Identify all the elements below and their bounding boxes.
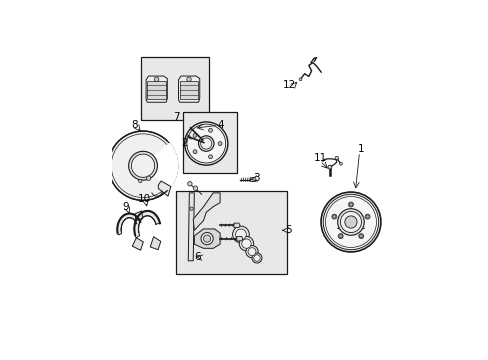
Circle shape: [348, 203, 352, 206]
Circle shape: [332, 215, 335, 218]
Circle shape: [193, 134, 197, 138]
Circle shape: [128, 151, 157, 180]
Circle shape: [186, 124, 225, 163]
Circle shape: [331, 214, 336, 219]
Polygon shape: [193, 193, 220, 230]
Circle shape: [208, 155, 212, 159]
Bar: [141, 57, 208, 120]
Text: 5: 5: [285, 225, 292, 235]
Circle shape: [340, 211, 361, 233]
Circle shape: [239, 237, 253, 251]
Circle shape: [186, 77, 191, 81]
Text: 6: 6: [193, 252, 200, 262]
Circle shape: [299, 78, 301, 81]
Polygon shape: [158, 181, 170, 196]
Text: 8: 8: [131, 120, 138, 130]
Circle shape: [203, 235, 210, 242]
Polygon shape: [194, 229, 220, 248]
Circle shape: [201, 233, 213, 245]
Text: 3: 3: [253, 174, 260, 184]
Circle shape: [146, 176, 150, 180]
Text: 10: 10: [138, 194, 151, 204]
Text: 1: 1: [357, 144, 363, 154]
Circle shape: [200, 138, 211, 149]
Circle shape: [251, 253, 262, 263]
Circle shape: [131, 154, 154, 177]
Circle shape: [198, 136, 214, 151]
Text: 9: 9: [122, 202, 128, 212]
Circle shape: [365, 215, 368, 218]
Circle shape: [358, 234, 363, 239]
Circle shape: [154, 77, 159, 81]
Circle shape: [241, 239, 251, 248]
Circle shape: [232, 226, 249, 243]
Circle shape: [138, 179, 142, 183]
Circle shape: [235, 229, 246, 240]
Circle shape: [189, 207, 193, 210]
Circle shape: [320, 192, 380, 252]
Circle shape: [337, 209, 364, 235]
Circle shape: [247, 248, 255, 256]
Polygon shape: [180, 81, 198, 99]
Polygon shape: [250, 177, 256, 181]
Text: 4: 4: [217, 120, 224, 130]
Polygon shape: [117, 213, 140, 235]
Circle shape: [344, 216, 356, 228]
Polygon shape: [147, 81, 166, 99]
Circle shape: [327, 165, 331, 169]
Polygon shape: [178, 76, 199, 102]
Circle shape: [108, 131, 177, 201]
Bar: [183, 112, 236, 173]
Circle shape: [245, 246, 258, 258]
Circle shape: [218, 141, 222, 145]
Polygon shape: [236, 237, 243, 241]
Text: 12: 12: [283, 80, 296, 90]
Circle shape: [365, 214, 369, 219]
Polygon shape: [233, 223, 240, 228]
Text: 2: 2: [181, 138, 188, 148]
Polygon shape: [188, 193, 194, 261]
Text: 11: 11: [313, 153, 326, 163]
Circle shape: [184, 122, 227, 165]
Circle shape: [187, 181, 192, 186]
Polygon shape: [135, 211, 142, 221]
Circle shape: [253, 255, 260, 261]
Wedge shape: [143, 143, 177, 188]
Circle shape: [338, 234, 343, 239]
Bar: [175, 191, 286, 274]
Circle shape: [359, 234, 362, 238]
Polygon shape: [132, 238, 143, 250]
Circle shape: [338, 234, 342, 238]
Circle shape: [193, 186, 197, 190]
Circle shape: [348, 202, 353, 207]
Circle shape: [334, 156, 338, 159]
Polygon shape: [150, 237, 161, 250]
Polygon shape: [134, 211, 160, 238]
Circle shape: [208, 129, 212, 132]
Text: 7: 7: [173, 112, 179, 122]
Circle shape: [339, 162, 342, 165]
Polygon shape: [146, 76, 167, 102]
Circle shape: [193, 150, 197, 154]
